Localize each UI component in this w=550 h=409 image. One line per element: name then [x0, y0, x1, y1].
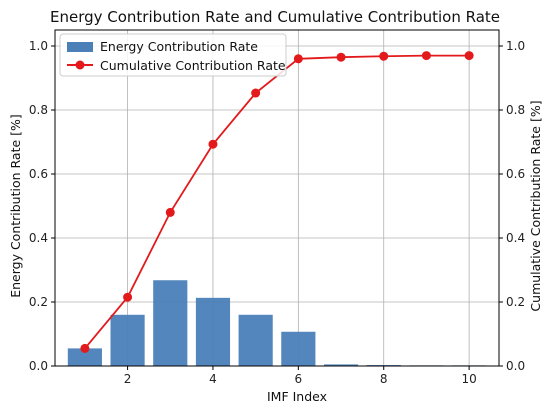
y-right-tick-label-2: 0.4 — [506, 231, 525, 245]
legend: Energy Contribution Rate Cumulative Cont… — [59, 33, 287, 77]
cumulative-point-imf-4 — [208, 139, 218, 149]
y-left-tick-label-0: 0.0 — [29, 359, 48, 373]
y-axis-right-label: Cumulative Contribution Rate [%] — [528, 100, 543, 311]
ticks: 2 4 6 8 10 0.0 0.0 0.2 0.2 0.4 0.4 0.6 0.6 0.8 0.8 1.0 1… — [29, 39, 525, 386]
cumulative-point-imf-8 — [379, 51, 389, 61]
x-tick-label-4: 4 — [209, 372, 217, 386]
y-right-tick-label-3: 0.6 — [506, 167, 525, 181]
legend-bar-swatch — [67, 42, 93, 52]
cumulative-point-imf-3 — [165, 207, 175, 217]
y-left-tick-label-1: 0.2 — [29, 295, 48, 309]
y-right-tick-label-5: 1.0 — [506, 39, 525, 53]
x-axis-label: IMF Index — [267, 389, 327, 404]
x-tick-label-2: 2 — [124, 372, 132, 386]
bars — [67, 280, 487, 366]
y-right-tick-label-4: 0.8 — [506, 103, 525, 117]
cumulative-point-imf-9 — [421, 51, 431, 61]
legend-line-marker — [75, 60, 85, 70]
legend-frame — [59, 33, 287, 77]
cumulative-point-imf-7 — [336, 52, 346, 62]
axes-frame — [54, 29, 500, 367]
bar-imf-1 — [67, 348, 102, 366]
y-left-tick-label-4: 0.8 — [29, 103, 48, 117]
bar-imf-3 — [153, 280, 188, 366]
y-left-tick-label-3: 0.6 — [29, 167, 48, 181]
y-right-tick-label-1: 0.2 — [506, 295, 525, 309]
x-tick-label-6: 6 — [295, 372, 303, 386]
y-right-tick-label-0: 0.0 — [506, 359, 525, 373]
legend-line-label: Cumulative Contribution Rate — [100, 58, 286, 73]
y-left-tick-label-2: 0.4 — [29, 231, 48, 245]
cumulative-point-imf-5 — [251, 88, 261, 98]
bar-imf-7 — [323, 364, 359, 366]
x-tick-label-8: 8 — [380, 372, 388, 386]
bar-imf-5 — [238, 314, 273, 366]
x-tick-label-10: 10 — [461, 372, 476, 386]
y-left-tick-label-5: 1.0 — [29, 39, 48, 53]
cumulative-point-imf-2 — [123, 292, 133, 302]
legend-bar-label: Energy Contribution Rate — [100, 39, 258, 54]
cumulative-point-imf-6 — [293, 54, 303, 64]
cumulative-point-imf-1 — [80, 343, 90, 353]
chart-title: Energy Contribution Rate and Cumulative … — [50, 8, 500, 26]
cumulative-point-imf-10 — [464, 51, 474, 61]
bar-imf-2 — [110, 314, 145, 366]
bar-imf-4 — [195, 297, 231, 366]
bar-imf-6 — [281, 331, 316, 366]
y-axis-left-label: Energy Contribution Rate [%] — [8, 114, 23, 298]
axes — [54, 29, 500, 367]
